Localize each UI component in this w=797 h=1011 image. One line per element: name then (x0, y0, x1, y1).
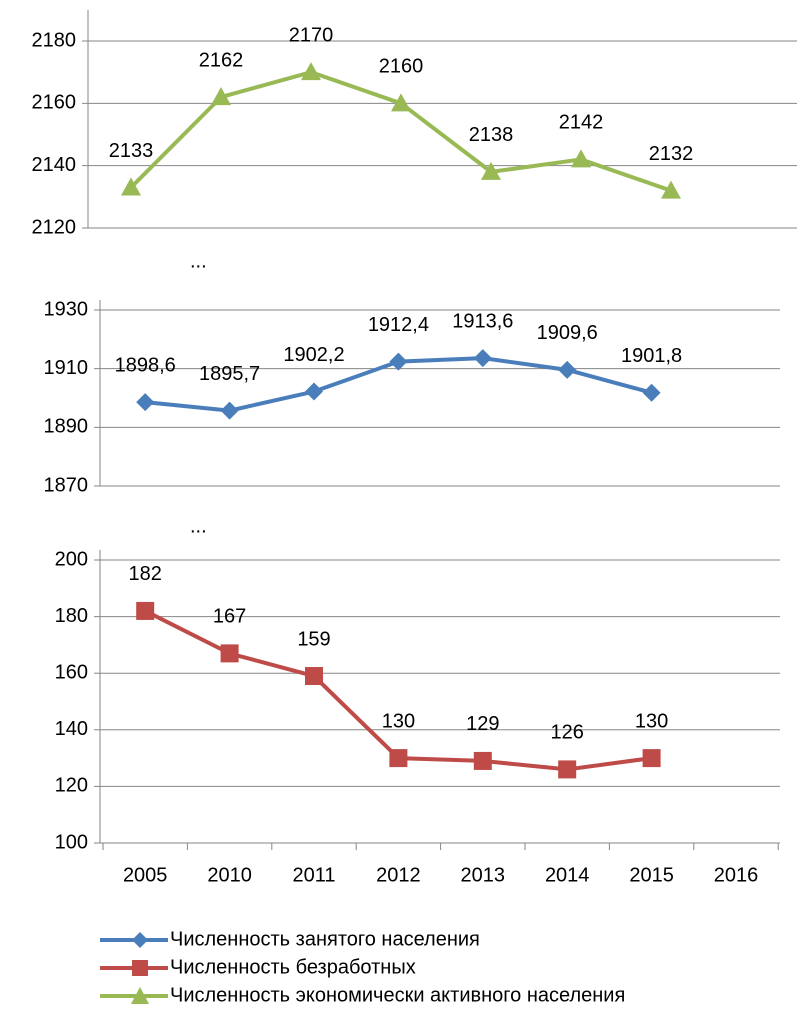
marker (301, 62, 321, 81)
marker (305, 382, 323, 401)
y-tick-label: 1930 (44, 298, 89, 320)
marker (391, 93, 411, 112)
data-label: 2142 (559, 112, 604, 134)
data-label: 126 (551, 722, 584, 744)
x-tick-label: 2005 (123, 864, 168, 886)
marker (389, 352, 408, 371)
data-label: 130 (382, 710, 415, 732)
x-tick-label: 2016 (714, 864, 759, 886)
marker (558, 360, 577, 379)
data-label: 1898,6 (115, 354, 176, 376)
data-label: 2160 (379, 56, 424, 78)
x-tick-label: 2015 (629, 864, 674, 886)
y-tick-label: 2180 (32, 29, 77, 51)
marker (661, 180, 681, 199)
legend-marker (132, 960, 148, 976)
y-tick-label: 100 (55, 831, 88, 853)
marker (220, 644, 239, 663)
data-label: 2138 (469, 124, 514, 146)
y-tick-label: 180 (55, 605, 88, 627)
annotation: ... (190, 515, 207, 537)
marker (136, 393, 155, 412)
marker (220, 401, 239, 420)
legend-label: Численность занятого населения (170, 928, 480, 950)
y-tick-label: 2160 (32, 92, 77, 114)
data-label: 2170 (289, 24, 334, 46)
marker (473, 751, 492, 770)
data-label: 2133 (109, 140, 154, 162)
data-label: 1902,2 (283, 344, 344, 366)
annotation: ... (190, 250, 207, 272)
data-label: 2132 (649, 143, 694, 165)
marker (136, 601, 155, 620)
data-label: 167 (213, 606, 246, 628)
data-label: 2162 (199, 49, 244, 71)
x-tick-label: 2013 (461, 864, 506, 886)
marker (571, 149, 591, 168)
marker (558, 760, 577, 779)
x-tick-label: 2011 (292, 864, 335, 886)
y-tick-label: 160 (55, 661, 88, 683)
legend: Численность занятого населения Численнос… (100, 928, 625, 1006)
y-tick-label: 200 (55, 548, 88, 570)
data-label: 182 (129, 563, 162, 585)
data-label: 1913,6 (452, 310, 513, 332)
marker (473, 349, 492, 368)
y-tick-label: 1890 (44, 416, 89, 438)
legend-marker (131, 987, 149, 1004)
y-tick-label: 2140 (32, 154, 77, 176)
marker (305, 667, 323, 686)
marker (211, 87, 231, 106)
y-tick-label: 2120 (32, 216, 77, 238)
x-tick-label: 2010 (207, 864, 252, 886)
data-label: 1901,8 (621, 345, 682, 367)
data-label: 159 (297, 628, 330, 650)
y-tick-label: 140 (55, 718, 88, 740)
marker (121, 177, 141, 196)
y-tick-label: 1910 (44, 357, 89, 379)
legend-label: Численность экономически активного насел… (170, 984, 625, 1006)
data-label: 130 (635, 710, 668, 732)
marker (642, 383, 661, 402)
marker (481, 161, 501, 180)
x-tick-label: 2014 (545, 864, 590, 886)
data-label: 1895,7 (199, 363, 260, 385)
legend-marker (132, 932, 148, 948)
y-tick-label: 1870 (44, 474, 89, 496)
data-label: 129 (466, 713, 499, 735)
data-label: 1909,6 (537, 322, 598, 344)
legend-label: Численность безработных (170, 956, 416, 978)
marker (642, 749, 661, 768)
marker (389, 749, 408, 768)
y-tick-label: 120 (55, 775, 88, 797)
data-label: 1912,4 (368, 314, 429, 336)
x-tick-label: 2012 (376, 864, 421, 886)
series-line (144, 609, 652, 772)
